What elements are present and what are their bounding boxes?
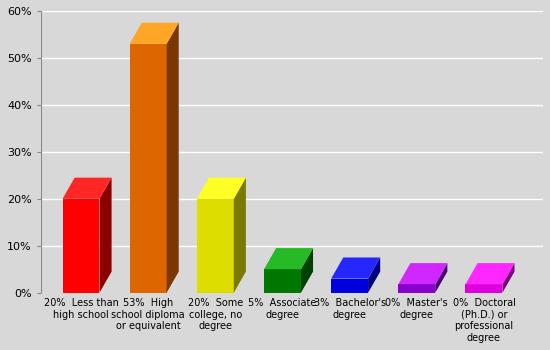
Polygon shape (197, 199, 234, 293)
Polygon shape (398, 284, 435, 293)
Polygon shape (63, 199, 100, 293)
Polygon shape (331, 279, 368, 293)
Polygon shape (63, 178, 112, 199)
Polygon shape (130, 23, 179, 44)
Polygon shape (465, 284, 503, 293)
Polygon shape (301, 248, 313, 293)
Polygon shape (435, 263, 447, 293)
Polygon shape (503, 263, 514, 293)
Polygon shape (264, 269, 301, 293)
Polygon shape (264, 248, 313, 269)
Polygon shape (100, 178, 112, 293)
Polygon shape (130, 44, 167, 293)
Polygon shape (465, 263, 514, 284)
Polygon shape (398, 263, 447, 284)
Polygon shape (368, 258, 380, 293)
Polygon shape (234, 178, 246, 293)
Polygon shape (167, 23, 179, 293)
Polygon shape (197, 178, 246, 199)
Polygon shape (331, 258, 380, 279)
